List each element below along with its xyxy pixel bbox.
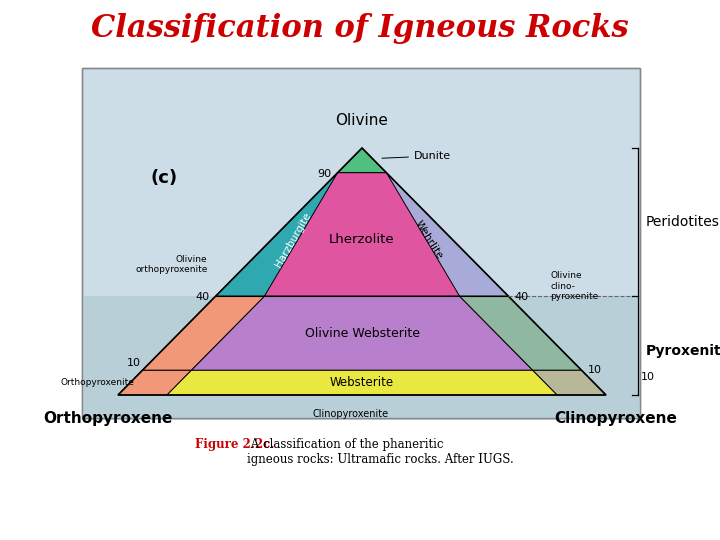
Text: 40: 40: [514, 292, 528, 302]
Text: 10: 10: [588, 365, 602, 375]
Polygon shape: [338, 173, 508, 296]
Text: Clinopyroxene: Clinopyroxene: [554, 411, 678, 426]
Text: (c): (c): [150, 169, 177, 187]
Text: Wehrlite: Wehrlite: [413, 218, 445, 260]
Text: Pyroxenites: Pyroxenites: [646, 343, 720, 357]
Polygon shape: [338, 148, 387, 173]
Text: 40: 40: [195, 292, 210, 302]
Text: Lherzolite: Lherzolite: [329, 233, 395, 246]
Polygon shape: [533, 370, 606, 395]
Text: Orthopyroxenite: Orthopyroxenite: [60, 379, 135, 387]
Text: Harzburgite: Harzburgite: [274, 210, 312, 268]
Text: Olivine
orthopyroxenite: Olivine orthopyroxenite: [135, 255, 207, 274]
Bar: [82, 68, 640, 418]
Text: Clinopyroxenite: Clinopyroxenite: [312, 409, 389, 419]
Text: Peridotites: Peridotites: [646, 215, 720, 229]
Text: Dunite: Dunite: [382, 151, 451, 161]
Text: 90: 90: [318, 168, 332, 179]
Text: Olivine
clino-
pyroxenite: Olivine clino- pyroxenite: [550, 271, 598, 301]
Text: A classification of the phaneritic
igneous rocks: Ultramafic rocks. After IUGS.: A classification of the phaneritic igneo…: [247, 438, 514, 466]
Polygon shape: [459, 296, 582, 370]
Text: 10: 10: [127, 359, 140, 368]
Text: Olivine: Olivine: [336, 113, 388, 128]
Text: 10: 10: [641, 372, 655, 382]
Text: Olivine Websterite: Olivine Websterite: [305, 327, 420, 340]
Polygon shape: [192, 296, 533, 370]
Polygon shape: [215, 173, 387, 296]
Text: Websterite: Websterite: [330, 376, 394, 389]
Polygon shape: [264, 173, 459, 296]
Text: Orthopyroxene: Orthopyroxene: [43, 411, 173, 426]
Text: Classification of Igneous Rocks: Classification of Igneous Rocks: [91, 12, 629, 44]
Polygon shape: [118, 370, 192, 395]
Polygon shape: [167, 370, 557, 395]
Bar: [82, 68, 640, 418]
Bar: [82, 296, 640, 420]
Text: Figure 2.2c.: Figure 2.2c.: [195, 438, 274, 451]
Polygon shape: [143, 296, 264, 370]
